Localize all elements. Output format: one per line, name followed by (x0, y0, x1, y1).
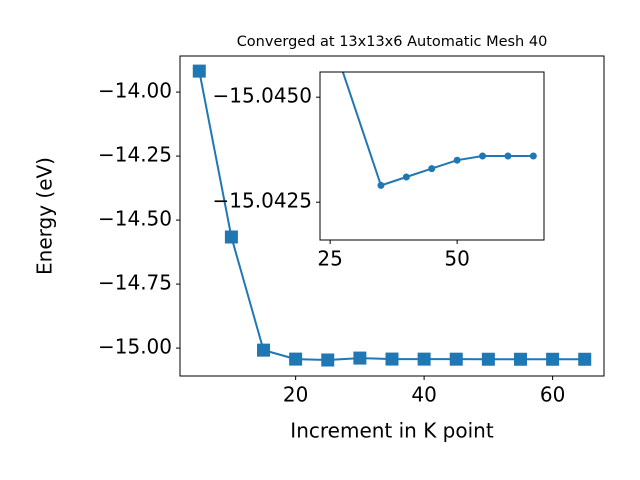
marker (402, 173, 410, 181)
x-tick-label: 40 (411, 383, 436, 407)
x-tick-label: 25 (317, 247, 342, 271)
marker (449, 352, 463, 366)
marker (353, 351, 367, 365)
x-axis-label: Increment in K point (290, 419, 494, 443)
marker (289, 352, 303, 366)
marker (578, 352, 592, 366)
line (341, 72, 534, 187)
marker (257, 343, 271, 357)
axes-frame (319, 71, 545, 241)
y-axis-label: Energy (eV) (33, 157, 57, 275)
y-tick-label: −15.00 (98, 335, 172, 359)
marker (377, 181, 385, 189)
marker (224, 230, 238, 244)
y-tick-label: −14.00 (98, 79, 172, 103)
marker (479, 152, 487, 160)
x-tick-label: 50 (444, 247, 469, 271)
x-tick-label: 60 (540, 383, 565, 407)
plot-series (192, 64, 592, 367)
chart-title: Converged at 13x13x6 Automatic Mesh 40 (237, 34, 548, 50)
marker (546, 352, 560, 366)
axes-frame (179, 55, 605, 377)
marker (513, 352, 527, 366)
marker (428, 165, 436, 173)
y-tick-label: −14.50 (98, 207, 172, 231)
marker (192, 64, 206, 78)
y-tick-label: −15.0425 (213, 189, 312, 213)
marker (481, 352, 495, 366)
marker (453, 156, 461, 164)
x-tick-label: 20 (283, 383, 308, 407)
marker (529, 152, 537, 160)
plot-series (341, 72, 537, 189)
marker (417, 352, 431, 366)
y-tick-label: −15.0450 (213, 84, 312, 108)
y-tick-label: −14.75 (98, 271, 172, 295)
marker (385, 352, 399, 366)
y-tick-label: −14.25 (98, 143, 172, 167)
marker (504, 152, 512, 160)
marker (321, 353, 335, 367)
